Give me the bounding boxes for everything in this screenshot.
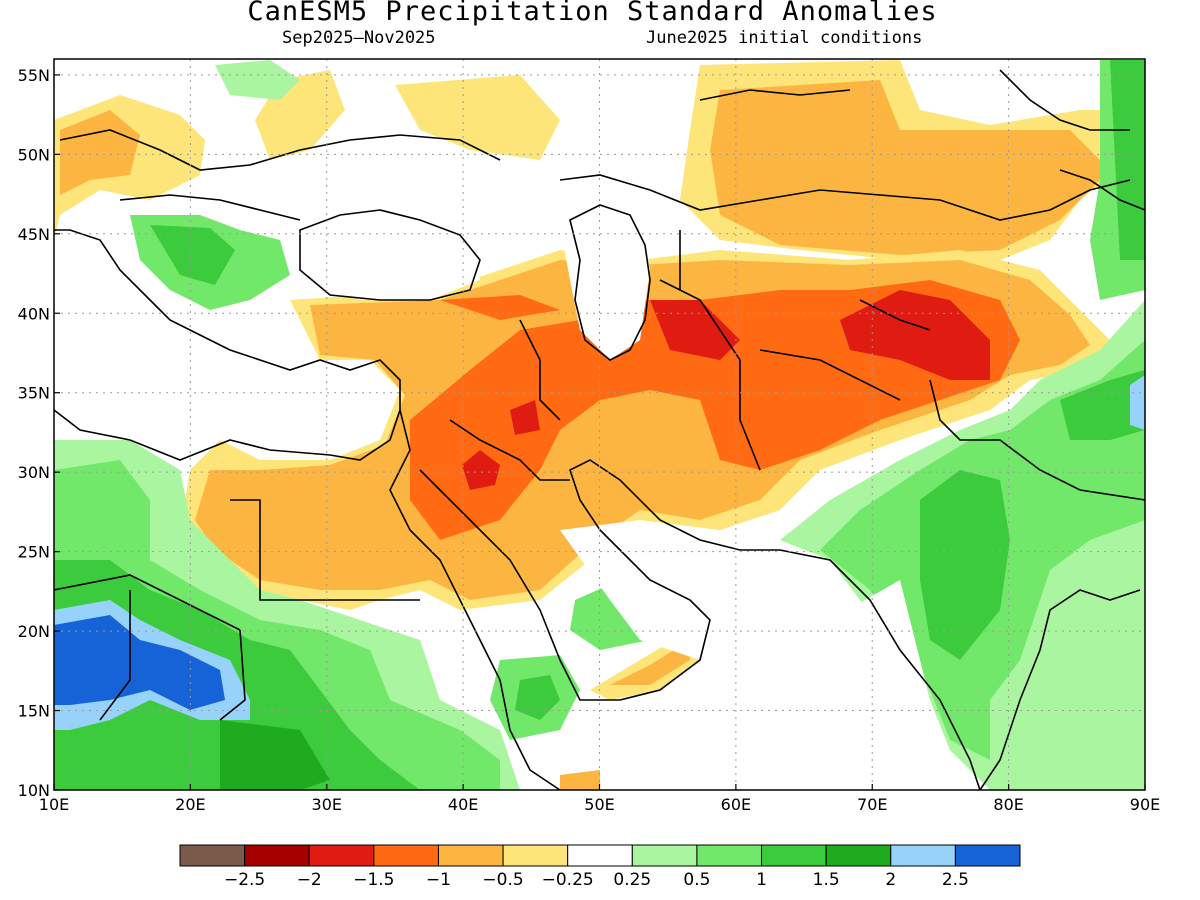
coastline xyxy=(54,229,401,461)
anomaly-region xyxy=(610,640,690,685)
lon-tick-label: 70E xyxy=(857,795,887,814)
colorbar-label: 1.5 xyxy=(813,870,840,890)
anomaly-region xyxy=(840,290,990,380)
colorbar-swatch xyxy=(502,844,569,867)
colorbar-swatch xyxy=(631,844,698,867)
lat-tick-label: 35N xyxy=(18,384,50,403)
lat-tick-label: 55N xyxy=(18,66,50,85)
colorbar-label: 2 xyxy=(885,870,896,890)
gridlines xyxy=(54,59,1145,790)
colorbar: −2.5 −2 −1.5 −1 −0.5 −0.25 0.25 0.5 1 1.5 2 2.5 xyxy=(179,844,1021,890)
lat-tick-label: 20N xyxy=(18,622,50,641)
colorbar-label: 0.25 xyxy=(613,870,651,890)
lat-tick-label: 30N xyxy=(18,463,50,482)
anomaly-region xyxy=(395,75,560,160)
lat-tick-label: 25N xyxy=(18,543,50,562)
forecast-period: Sep2025—Nov2025 xyxy=(282,28,436,48)
anomaly-region xyxy=(920,470,1010,660)
anomaly-region xyxy=(1060,370,1145,440)
sea-mask xyxy=(300,210,480,300)
lon-tick-label: 30E xyxy=(312,795,342,814)
anomaly-region xyxy=(60,110,140,195)
colorbar-label: −1.5 xyxy=(353,870,394,890)
colorbar-swatch xyxy=(954,844,1021,867)
sea-mask xyxy=(560,200,650,360)
anomaly-region xyxy=(710,80,1110,255)
axis-ticks xyxy=(53,74,1146,791)
sea-mask xyxy=(560,520,960,790)
anomaly-region xyxy=(54,615,225,710)
initial-conditions: June2025 initial conditions xyxy=(646,28,923,48)
coastline xyxy=(569,204,651,361)
lon-tick-label: 80E xyxy=(993,795,1023,814)
colorbar-swatch xyxy=(437,844,504,867)
anomaly-region xyxy=(462,450,500,490)
colorbar-label: −0.5 xyxy=(482,870,523,890)
border xyxy=(59,69,1145,221)
anomaly-region xyxy=(1110,60,1145,260)
coastline xyxy=(299,209,481,301)
lon-tick-label: 90E xyxy=(1130,795,1160,814)
colorbar-swatch xyxy=(761,844,827,867)
lon-tick-label: 20E xyxy=(175,795,205,814)
colorbar-swatch xyxy=(308,844,375,867)
colorbar-label: −2 xyxy=(297,870,322,890)
anomaly-fields xyxy=(54,59,1145,790)
colorbar-label: 2.5 xyxy=(942,870,969,890)
anomaly-region xyxy=(150,225,235,285)
colorbar-swatch xyxy=(373,844,439,867)
lon-tick-label: 40E xyxy=(448,795,478,814)
colorbar-swatch xyxy=(179,844,246,867)
lon-tick-label: 10E xyxy=(39,795,69,814)
anomaly-region xyxy=(215,60,300,100)
colorbar-label: −1 xyxy=(426,870,451,890)
colorbar-swatch xyxy=(696,844,763,867)
colorbar-swatch xyxy=(825,844,892,867)
anomaly-region xyxy=(1130,375,1145,430)
lat-tick-label: 10N xyxy=(18,781,50,800)
lat-tick-label: 45N xyxy=(18,225,50,244)
colorbar-label: 0.5 xyxy=(683,870,710,890)
anomaly-region xyxy=(220,720,330,790)
axis-labels: 10E 20E 30E 40E 50E 60E 70E 80E 90E 10N 15N 20N 25N 3… xyxy=(18,66,1161,814)
anomaly-region xyxy=(515,675,560,720)
colorbar-label: −2.5 xyxy=(224,870,265,890)
colorbar-swatch xyxy=(567,844,633,867)
coastline xyxy=(389,409,561,790)
colorbar-swatch xyxy=(890,844,956,867)
colorbar-label: 1 xyxy=(756,870,767,890)
lat-tick-label: 40N xyxy=(18,304,50,323)
colorbar-swatch xyxy=(244,844,310,867)
coastline xyxy=(979,589,1141,790)
anomaly-region xyxy=(650,300,740,360)
anomaly-region xyxy=(510,400,540,435)
colorbar-label: −0.25 xyxy=(542,870,594,890)
map-title: CanESM5 Precipitation Standard Anomalies xyxy=(247,0,938,27)
lat-tick-label: 50N xyxy=(18,145,50,164)
anomaly-region xyxy=(560,770,600,790)
border xyxy=(54,230,1145,721)
lat-tick-label: 15N xyxy=(18,702,50,721)
lon-tick-label: 50E xyxy=(584,795,614,814)
lon-tick-label: 60E xyxy=(721,795,751,814)
